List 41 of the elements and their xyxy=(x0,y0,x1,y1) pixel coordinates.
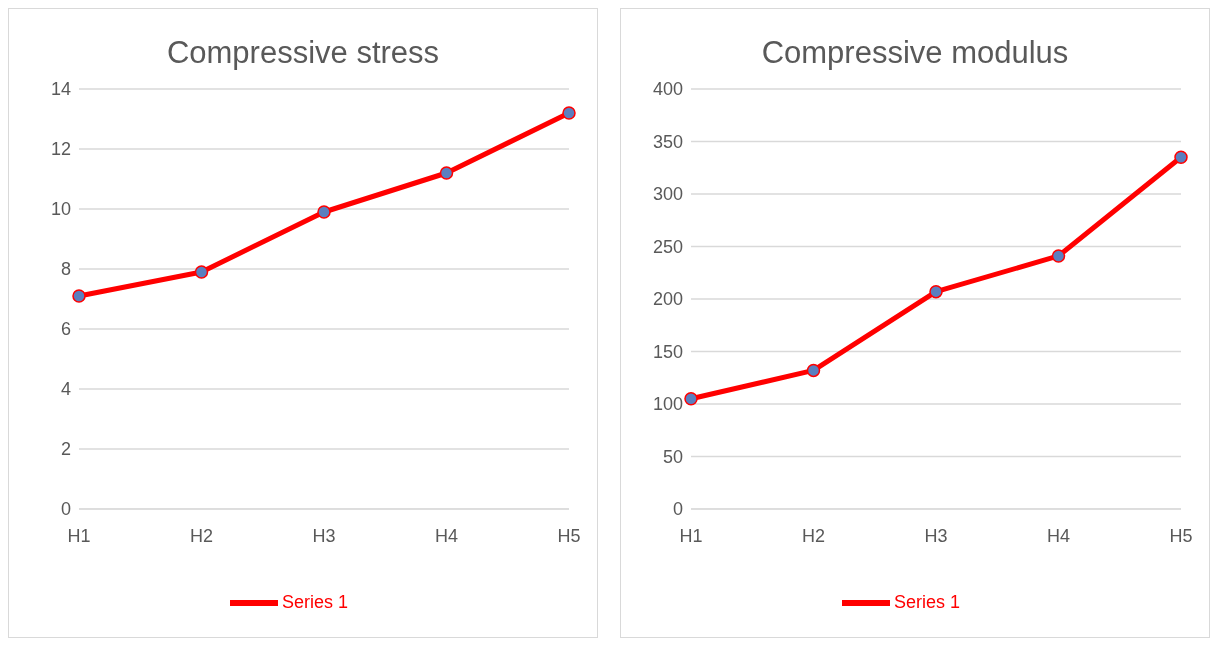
x-tick-label: H2 xyxy=(801,525,826,546)
y-tick-label: 14 xyxy=(50,79,71,100)
y-tick-label: 250 xyxy=(652,236,683,257)
y-tick-label: 50 xyxy=(662,446,683,467)
y-tick-label: 350 xyxy=(652,131,683,152)
x-tick-label: H4 xyxy=(1046,525,1071,546)
x-tick-label: H5 xyxy=(557,525,581,546)
point xyxy=(317,205,331,219)
point xyxy=(194,265,209,279)
x-tick-label: H1 xyxy=(67,525,91,546)
y-tick-label: 200 xyxy=(652,289,683,310)
x-tick-label: H3 xyxy=(312,525,336,546)
y-tick-label: 12 xyxy=(50,139,71,160)
chart-title: Compressive modulus xyxy=(760,34,1070,72)
x-tick-label: H2 xyxy=(189,525,214,546)
y-tick-label: 400 xyxy=(652,79,683,100)
x-tick-label: H3 xyxy=(924,525,948,546)
point xyxy=(929,284,943,299)
point xyxy=(562,106,576,120)
legend-label: Series 1 xyxy=(281,591,349,612)
y-tick-label: 0 xyxy=(672,499,683,520)
y-tick-label: 100 xyxy=(652,394,683,415)
y-tick-label: 4 xyxy=(60,379,71,400)
y-tick-label: 8 xyxy=(60,259,71,280)
point xyxy=(72,289,86,303)
legend-label: Series 1 xyxy=(893,591,961,612)
y-tick-label: 0 xyxy=(60,499,71,520)
y-tick-label: 2 xyxy=(60,439,71,460)
point xyxy=(1174,150,1188,164)
x-tick-label: H4 xyxy=(434,525,459,546)
y-tick-label: 10 xyxy=(50,199,71,220)
point xyxy=(806,363,821,378)
x-tick-label: H5 xyxy=(1169,525,1193,546)
point xyxy=(1051,249,1066,263)
y-tick-label: 150 xyxy=(652,341,683,362)
point xyxy=(684,392,698,406)
chart-title: Compressive stress xyxy=(165,34,441,72)
y-tick-label: 300 xyxy=(652,184,683,205)
x-tick-label: H1 xyxy=(679,525,703,546)
y-tick-label: 6 xyxy=(60,319,71,340)
point xyxy=(439,166,454,180)
